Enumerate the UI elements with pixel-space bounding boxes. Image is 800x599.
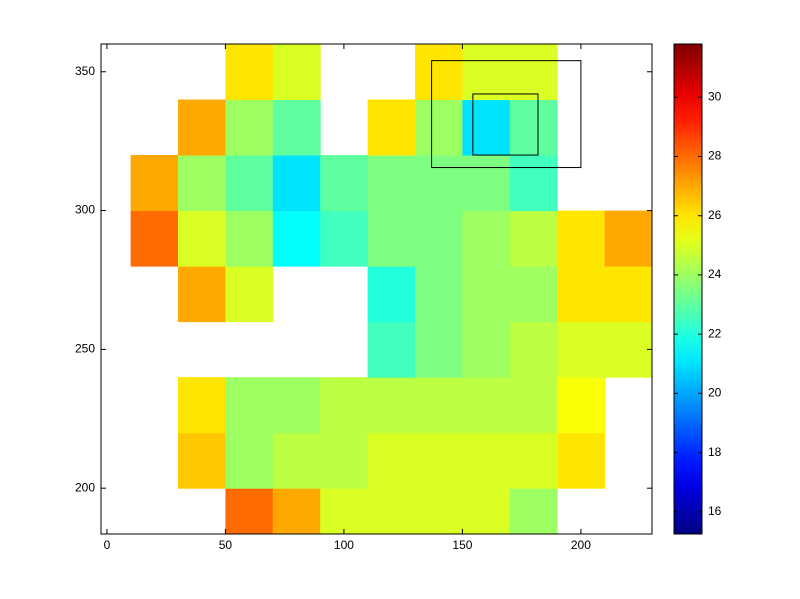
heat-cell — [415, 210, 463, 267]
heat-cell — [367, 99, 416, 156]
heat-cell — [320, 432, 369, 489]
heat-cell — [462, 488, 511, 534]
x-tick-label: 100 — [334, 538, 354, 552]
heat-cell — [509, 432, 558, 489]
heat-cell — [367, 266, 416, 323]
heat-cell — [225, 210, 274, 267]
heat-cell — [604, 210, 652, 267]
heat-cell — [557, 377, 606, 434]
heat-cell — [557, 266, 606, 323]
heat-cell — [509, 210, 558, 267]
heat-cell — [272, 377, 321, 434]
heat-cell — [272, 99, 321, 156]
heat-cell — [557, 432, 606, 489]
heat-cell — [272, 210, 321, 267]
colorbar-tick-label: 20 — [708, 386, 722, 400]
heat-cell — [415, 44, 463, 101]
heat-cell — [462, 155, 511, 212]
heat-cell — [462, 321, 511, 378]
heat-cell — [320, 210, 369, 267]
heat-cell — [509, 44, 558, 101]
x-tick-label: 150 — [452, 538, 472, 552]
y-tick-label: 250 — [75, 342, 95, 356]
heat-cell — [367, 321, 416, 378]
heat-cell — [178, 432, 226, 489]
x-tick-label: 50 — [219, 538, 233, 552]
heat-cell — [367, 210, 416, 267]
plot-frame — [100, 43, 653, 535]
heatmap — [130, 44, 652, 534]
colorbar-tick-label: 28 — [708, 149, 722, 163]
heat-cell — [462, 377, 511, 434]
heat-cell — [272, 488, 321, 534]
heat-cell — [367, 377, 416, 434]
heat-cell — [462, 44, 511, 101]
y-tick-label: 350 — [75, 64, 95, 78]
heat-cell — [509, 99, 558, 156]
heat-cell — [225, 99, 274, 156]
heat-cell — [509, 321, 558, 378]
heat-cell — [367, 488, 416, 534]
heat-cell — [557, 321, 606, 378]
heat-cell — [225, 155, 274, 212]
heat-cell — [462, 432, 511, 489]
heat-cell — [178, 377, 226, 434]
heat-cell — [272, 155, 321, 212]
heat-cell — [509, 155, 558, 212]
heat-cell — [130, 210, 179, 267]
annotation-box — [472, 93, 539, 156]
heat-cell — [225, 377, 274, 434]
heat-cell — [320, 488, 369, 534]
heat-cell — [509, 266, 558, 323]
heat-cell — [367, 432, 416, 489]
heat-cell — [509, 488, 558, 534]
heat-cell — [225, 266, 274, 323]
heat-cell — [130, 155, 179, 212]
colorbar-tick-label: 22 — [708, 326, 722, 340]
heat-cell — [557, 210, 606, 267]
heat-cell — [225, 432, 274, 489]
heat-cell — [178, 99, 226, 156]
heat-cell — [415, 155, 463, 212]
heat-cell — [462, 266, 511, 323]
x-tick-label: 200 — [571, 538, 591, 552]
heat-cell — [462, 99, 511, 156]
colorbar-tick-label: 30 — [708, 89, 722, 103]
heat-cell — [320, 155, 369, 212]
colorbar-tick-label: 26 — [708, 208, 722, 222]
heat-cell — [225, 44, 274, 101]
heat-cell — [178, 155, 226, 212]
x-tick-label: 0 — [104, 538, 111, 552]
heat-cell — [415, 99, 463, 156]
heat-cell — [272, 44, 321, 101]
heat-cell — [462, 210, 511, 267]
heat-cell — [509, 377, 558, 434]
heat-cell — [178, 210, 226, 267]
colorbar-tick-label: 18 — [708, 445, 722, 459]
annotation-box — [431, 60, 582, 169]
heat-cell — [415, 321, 463, 378]
heat-cell — [367, 155, 416, 212]
y-tick-label: 200 — [75, 480, 95, 494]
colorbar — [673, 43, 703, 535]
colorbar-tick-label: 16 — [708, 504, 722, 518]
heat-cell — [604, 321, 652, 378]
heat-cell — [415, 432, 463, 489]
heat-cell — [415, 377, 463, 434]
heat-cell — [272, 432, 321, 489]
heat-cell — [415, 488, 463, 534]
colorbar-tick-label: 24 — [708, 267, 722, 281]
heat-cell — [415, 266, 463, 323]
heat-cell — [320, 377, 369, 434]
heat-cell — [604, 266, 652, 323]
y-tick-label: 300 — [75, 203, 95, 217]
heat-cell — [225, 488, 274, 534]
heat-cell — [178, 266, 226, 323]
